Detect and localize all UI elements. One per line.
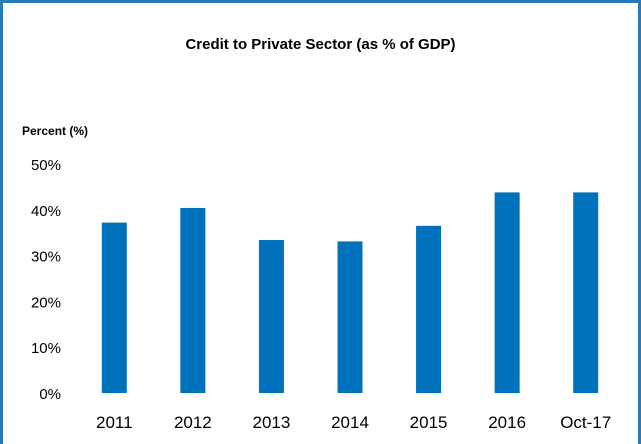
y-tick-label: 10% <box>31 340 61 357</box>
chart-title: Credit to Private Sector (as % of GDP) <box>185 36 456 53</box>
bar-2013 <box>258 240 284 393</box>
x-tick-label: 2013 <box>253 413 291 432</box>
bar-2016 <box>494 192 520 393</box>
bar-2014 <box>337 241 363 393</box>
x-tick-label: Oct-17 <box>560 413 611 432</box>
x-tick-label: 2011 <box>96 413 133 432</box>
bar-2015 <box>416 225 442 393</box>
x-tick-label: 2014 <box>331 413 369 432</box>
x-tick-label: 2016 <box>488 413 526 432</box>
bar-oct-17 <box>573 192 599 393</box>
y-axis-label: Percent (%) <box>22 124 89 138</box>
x-tick-label: 2015 <box>410 413 448 432</box>
y-tick-label: 30% <box>31 249 61 266</box>
x-tick-label: 2012 <box>174 413 212 432</box>
y-tick-labels: 0% 10% 20% 30% 40% 50% <box>31 157 61 403</box>
bar-2011 <box>101 222 127 393</box>
x-tick-labels: 2011 2012 2013 2014 2015 2016 Oct-17 <box>96 413 611 432</box>
bars <box>101 192 599 393</box>
bar-2012 <box>180 207 206 393</box>
y-tick-label: 0% <box>39 386 61 403</box>
y-tick-label: 40% <box>31 203 61 220</box>
y-tick-label: 50% <box>31 157 61 174</box>
y-tick-label: 20% <box>31 294 61 311</box>
